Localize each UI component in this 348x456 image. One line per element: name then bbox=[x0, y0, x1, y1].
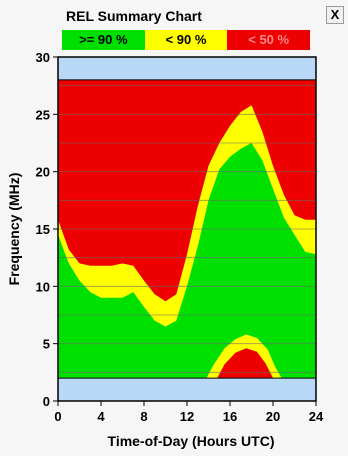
y-tick-label: 30 bbox=[36, 50, 50, 65]
y-tick-label: 15 bbox=[36, 222, 50, 237]
x-tick-label: 24 bbox=[309, 409, 324, 424]
x-tick-label: 4 bbox=[97, 409, 105, 424]
x-tick-label: 16 bbox=[223, 409, 237, 424]
legend-item-ge90: >= 90 % bbox=[62, 30, 145, 50]
x-tick-label: 12 bbox=[180, 409, 194, 424]
close-button[interactable]: X bbox=[326, 6, 344, 24]
x-tick-label: 0 bbox=[54, 409, 61, 424]
low-band-lt50 bbox=[217, 348, 273, 379]
y-tick-label: 5 bbox=[43, 337, 50, 352]
legend-item-lt90: < 90 % bbox=[144, 30, 228, 50]
y-axis-title: Frequency (MHz) bbox=[6, 173, 22, 286]
legend-item-lt50: < 50 % bbox=[227, 30, 311, 50]
x-axis-title: Time-of-Day (Hours UTC) bbox=[108, 433, 275, 449]
y-tick-label: 20 bbox=[36, 165, 50, 180]
x-tick-label: 20 bbox=[266, 409, 280, 424]
legend: >= 90 % < 90 % < 50 % bbox=[62, 30, 311, 50]
x-tick-label: 8 bbox=[140, 409, 147, 424]
y-tick-label: 10 bbox=[36, 279, 50, 294]
y-tick-label: 25 bbox=[36, 107, 50, 122]
region-ge90 bbox=[58, 143, 316, 379]
window-title: REL Summary Chart bbox=[66, 8, 202, 24]
y-tick-label: 0 bbox=[43, 394, 50, 409]
